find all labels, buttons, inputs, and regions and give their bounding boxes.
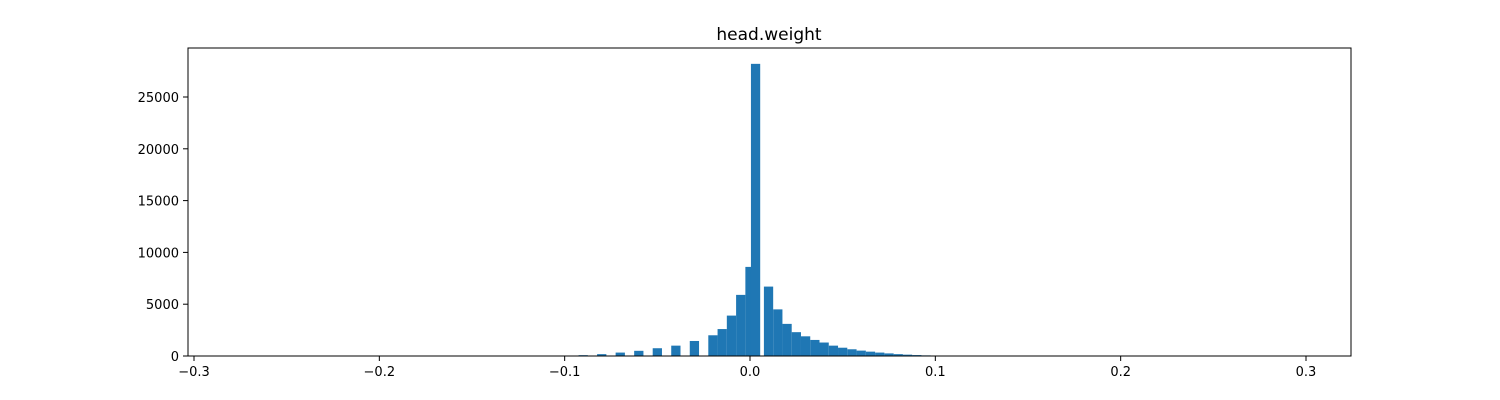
histogram-bar [615, 352, 625, 356]
x-tick-label: 0.0 [740, 365, 761, 380]
histogram-bar [745, 266, 755, 356]
histogram-bar [671, 345, 681, 356]
histogram-bars [541, 63, 968, 356]
histogram-bar [689, 340, 700, 356]
y-tick-label: 0 [171, 350, 179, 365]
y-tick-label: 15000 [138, 195, 179, 210]
histogram-bar [856, 350, 866, 356]
histogram-bar [717, 329, 727, 356]
histogram-bar [838, 347, 848, 356]
histogram-bar [893, 354, 903, 356]
y-tick-label: 20000 [138, 143, 179, 158]
x-tick-label: 0.3 [1296, 365, 1317, 380]
y-tick-label: 10000 [138, 246, 179, 261]
histogram-bar [597, 354, 607, 356]
histogram-bar [791, 332, 801, 356]
histogram-bar [773, 309, 783, 356]
histogram-bar [652, 348, 662, 356]
x-tick-label: −0.3 [178, 365, 210, 380]
histogram-bar [828, 345, 839, 356]
histogram-bar [810, 339, 820, 356]
plot-frame [187, 47, 1352, 357]
histogram-bar [763, 286, 774, 356]
histogram-bar [819, 342, 829, 356]
histogram-bar [875, 352, 885, 356]
histogram-bar [847, 349, 857, 356]
histogram-bar [736, 294, 746, 356]
histogram-bar [782, 323, 792, 356]
histogram-bar [634, 350, 644, 356]
histogram-bar [800, 336, 811, 356]
histogram-bar [708, 335, 718, 356]
x-tick-label: −0.1 [549, 365, 581, 380]
y-tick-label: 25000 [138, 91, 179, 106]
histogram-bar [726, 315, 737, 356]
x-tick-label: −0.2 [364, 365, 396, 380]
x-tick-label: 0.1 [925, 365, 946, 380]
x-tick-label: 0.2 [1110, 365, 1131, 380]
x-axis: −0.3 −0.2 −0.1 0.0 0.1 0.2 0.3 [178, 356, 1316, 380]
y-axis: 0 5000 10000 15000 20000 25000 [138, 91, 188, 365]
chart-title: head.weight [716, 25, 821, 45]
histogram-bar [884, 353, 894, 356]
histogram-bar [865, 351, 876, 356]
y-tick-label: 5000 [146, 298, 179, 313]
histogram-bar [750, 63, 761, 356]
histogram-bar [902, 354, 913, 356]
